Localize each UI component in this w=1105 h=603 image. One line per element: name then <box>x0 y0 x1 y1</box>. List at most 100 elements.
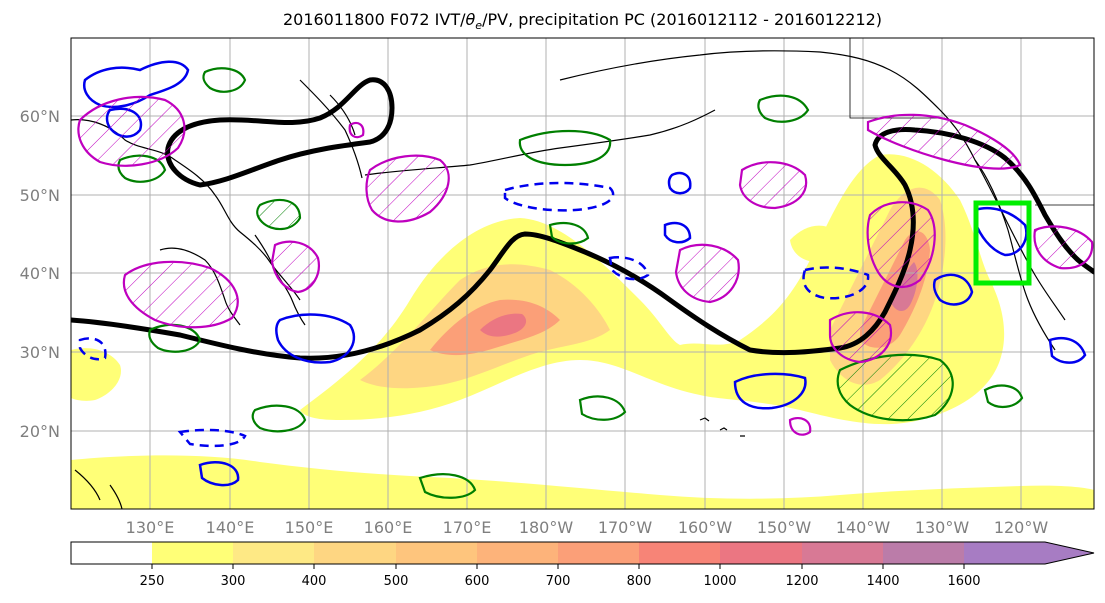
map-title: 2016011800 F072 IVT/θe/PV, precipitation… <box>0 10 1105 32</box>
magenta-contour-11 <box>788 416 812 436</box>
magenta-contour-2 <box>365 154 450 223</box>
lat-label: 20°N <box>20 422 60 441</box>
colorbar-frame <box>70 541 1095 565</box>
longitude-labels: 130°E 140°E 150°E 160°E 170°E 180°W 170°… <box>126 518 1049 537</box>
blue-contour-1 <box>83 60 190 109</box>
green-contour-3 <box>757 94 810 123</box>
ivt-band-south <box>71 455 1094 509</box>
lon-label: 180°W <box>519 518 574 537</box>
green-contour-12 <box>548 221 590 245</box>
green-contour-2 <box>518 129 612 167</box>
coast-hawaii <box>699 417 745 437</box>
blue-contour-7 <box>973 206 1028 257</box>
colorbar-segment <box>558 542 639 564</box>
lon-label: 170°E <box>443 518 492 537</box>
blue-contour-6 <box>733 372 807 410</box>
colorbar-tick-label: 500 <box>384 574 409 589</box>
magenta-contour-4 <box>270 240 320 294</box>
magenta-contour-7 <box>866 113 1022 170</box>
blue-contour-4 <box>667 171 692 195</box>
colorbar-tick-label: 1600 <box>947 574 980 589</box>
lon-label: 120°W <box>994 518 1049 537</box>
colorbar-segment <box>720 542 802 564</box>
green-contour-9 <box>256 198 302 231</box>
blue-dashed-4 <box>78 337 107 361</box>
lon-label: 160°W <box>678 518 733 537</box>
colorbar-tick-label: 1200 <box>785 574 818 589</box>
title-suffix: /PV, precipitation PC (2016012112 - 2016… <box>482 10 883 29</box>
title-theta-sub: e <box>475 19 483 33</box>
colorbar-ticks <box>151 564 965 569</box>
ivt-band-west <box>71 348 121 401</box>
blue-contours <box>83 60 1087 487</box>
colorbar-segment <box>477 542 558 564</box>
lon-label: 160°E <box>364 518 413 537</box>
blue-contour-10 <box>198 461 240 487</box>
latitude-labels: 60°N 50°N 40°N 30°N 20°N <box>20 107 60 441</box>
lon-label: 140°E <box>206 518 255 537</box>
magenta-contour-6 <box>866 201 936 289</box>
magenta-contour-5 <box>738 161 808 210</box>
colorbar-tick-label: 250 <box>140 574 165 589</box>
target-region-box <box>973 200 1032 286</box>
colorbar-segment <box>71 542 152 564</box>
coast-philippines <box>74 469 123 509</box>
colorbar-tick-label: 300 <box>221 574 246 589</box>
magenta-contour-8 <box>828 311 893 364</box>
blue-contour-8 <box>932 273 974 306</box>
lon-label: 150°E <box>285 518 334 537</box>
colorbar-tick-label: 1000 <box>703 574 736 589</box>
colorbar-tick-label: 700 <box>546 574 571 589</box>
magenta-contour-1 <box>77 95 186 167</box>
green-contour-4 <box>836 353 954 422</box>
magenta-contour-3 <box>122 260 239 329</box>
blue-contour-3 <box>275 313 356 364</box>
lat-label: 30°N <box>20 343 60 362</box>
lat-label: 50°N <box>20 186 60 205</box>
title-prefix: 2016011800 F072 IVT/ <box>282 10 466 29</box>
lat-label: 60°N <box>20 107 60 126</box>
green-contour-10 <box>983 384 1024 408</box>
lat-label: 40°N <box>20 264 60 283</box>
lon-label: 150°W <box>757 518 812 537</box>
colorbar-segment <box>396 542 477 564</box>
blue-dashed-2 <box>802 266 870 300</box>
ivt-band-pacific-4 <box>480 313 527 337</box>
colorbar-tick-label: 800 <box>627 574 652 589</box>
lon-label: 170°W <box>598 518 653 537</box>
colorbar-tick-label: 400 <box>302 574 327 589</box>
green-contour-7 <box>418 473 477 499</box>
colorbar-segment <box>233 542 314 564</box>
magenta-contours <box>77 95 1094 436</box>
lon-label: 130°W <box>915 518 970 537</box>
colorbar-segment <box>802 542 883 564</box>
coast-na-west <box>974 159 1056 351</box>
magenta-contour-12 <box>1033 225 1094 270</box>
lon-label: 140°W <box>836 518 891 537</box>
map-frame <box>70 37 1095 510</box>
magenta-contour-10 <box>348 121 365 139</box>
green-contour-1 <box>202 67 247 93</box>
blue-dashed-3 <box>177 428 247 448</box>
colorbar: 250 300 400 500 600 700 800 1000 1200 14… <box>70 541 1095 589</box>
blue-dashed-1 <box>503 181 615 212</box>
blue-contour-5 <box>663 221 692 244</box>
colorbar-segment <box>314 542 396 564</box>
blue-contour-9 <box>1048 336 1087 364</box>
ivt-band-ne <box>790 225 840 263</box>
colorbar-segment <box>883 542 964 564</box>
blue-dashed-5 <box>608 256 650 281</box>
colorbar-tick-label: 600 <box>465 574 490 589</box>
magenta-contour-9 <box>674 243 740 304</box>
green-contour-6 <box>578 395 627 421</box>
green-contour-5 <box>251 404 307 433</box>
colorbar-segment <box>152 542 233 564</box>
colorbar-extend-arrow <box>964 542 1094 564</box>
lon-label: 130°E <box>126 518 175 537</box>
coast-kamchatka <box>299 79 363 179</box>
colorbar-tick-label: 1400 <box>866 574 899 589</box>
title-theta: θ <box>465 10 476 29</box>
green-contours <box>117 67 1024 499</box>
coast-alaska <box>559 50 1066 321</box>
